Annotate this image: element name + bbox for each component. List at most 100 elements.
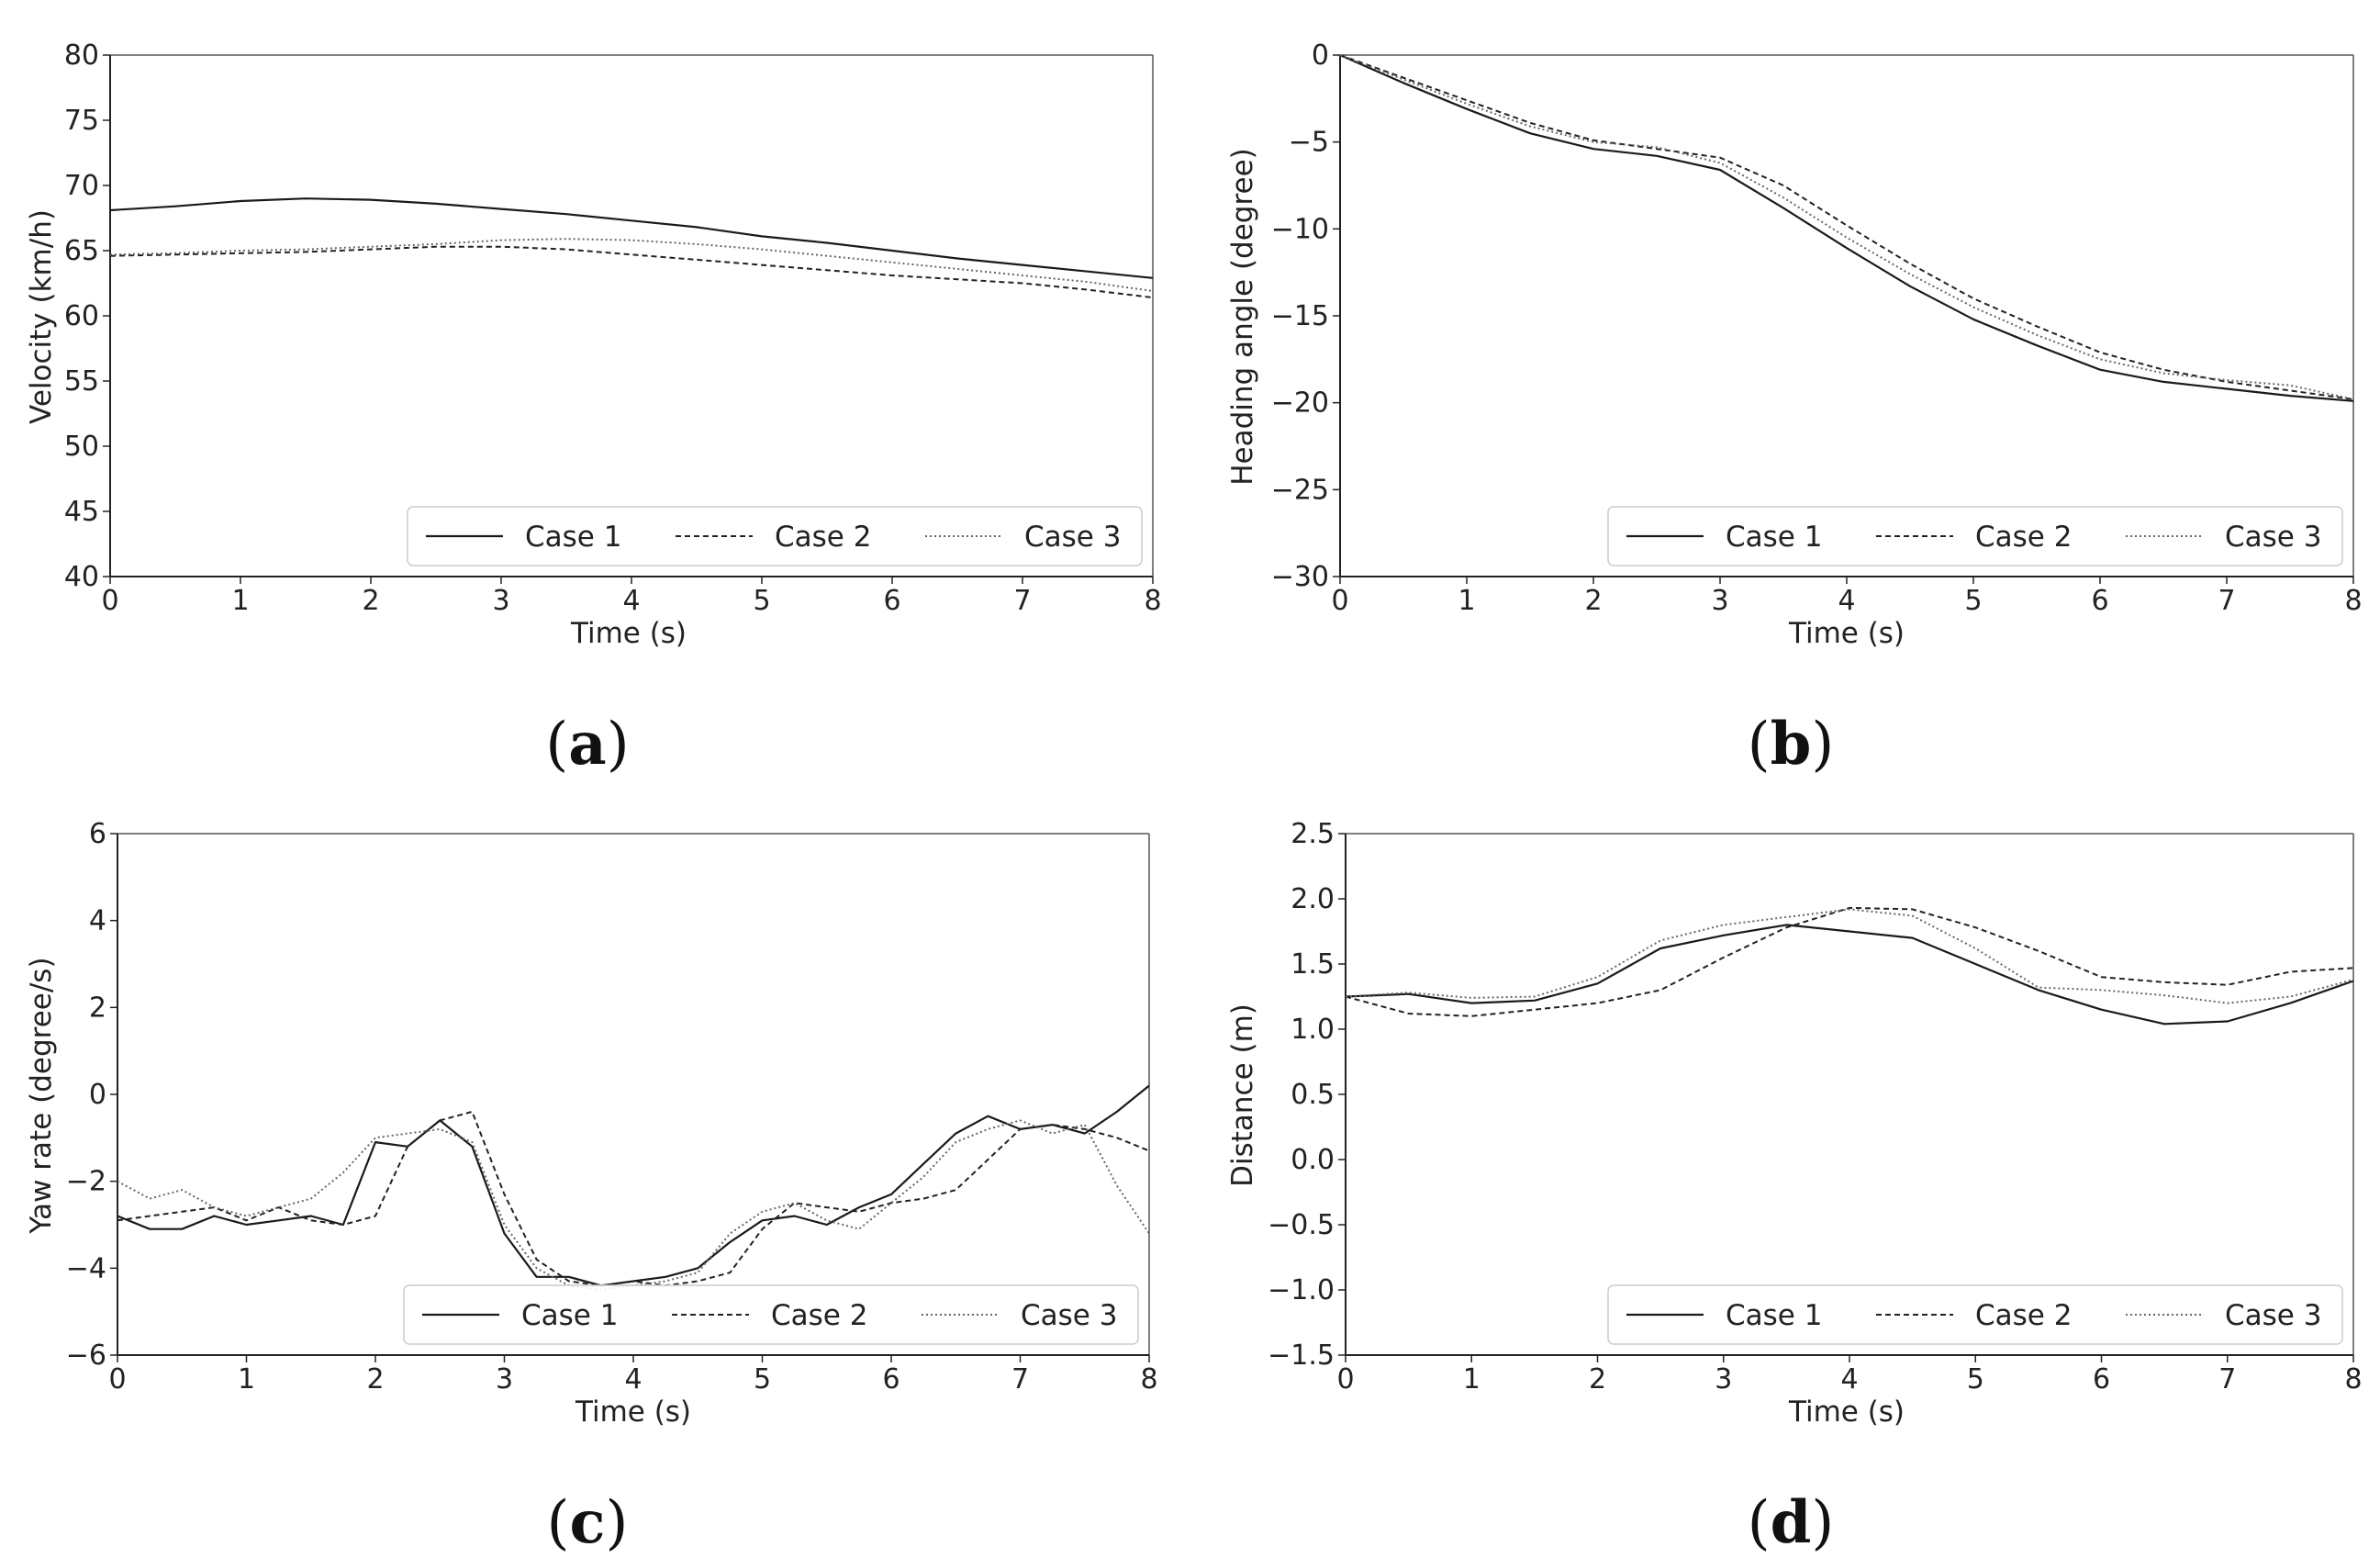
x-tick-label: 4 — [1838, 585, 1855, 617]
x-tick-label: 0 — [1336, 1363, 1354, 1395]
x-tick-label: 8 — [2344, 585, 2362, 617]
series-layer — [1339, 53, 2354, 402]
x-tick-label: 3 — [496, 1363, 513, 1395]
x-tick-label: 1 — [1458, 585, 1475, 617]
plot-frame — [109, 54, 1154, 577]
x-tick-label: 4 — [624, 1363, 642, 1395]
y-tick-label: 65 — [64, 235, 99, 267]
y-tick-label: 45 — [64, 496, 99, 528]
legend-label-case-2: Case 2 — [771, 1299, 867, 1332]
y-ticks: 0 −5 −10 −15 −20 −25 −30 — [1271, 39, 1340, 593]
series-line-case-1 — [117, 1084, 1150, 1287]
x-tick-label: 3 — [1715, 1363, 1732, 1395]
y-tick-label: −30 — [1271, 561, 1329, 593]
x-ticks: 0 1 2 3 4 5 6 7 8 — [101, 577, 1162, 617]
series-line-case-2 — [109, 245, 1154, 299]
y-tick-label: −10 — [1271, 213, 1329, 245]
series-line-case-2 — [117, 1110, 1150, 1287]
caption-letter: a — [568, 710, 606, 779]
heading-angle-chart: 0 1 2 3 4 5 6 7 8 0 −5 −10 −15 −20 −25 −30 Time (s) He… — [1226, 39, 2363, 779]
plot-frame — [1345, 833, 2354, 1356]
x-tick-label: 7 — [1013, 585, 1031, 617]
legend-label-case-1: Case 1 — [1726, 521, 1822, 554]
y-ticks: −1.5 −1.0 −0.5 0.0 0.5 1.0 1.5 2.0 2.5 — [1268, 818, 1346, 1372]
y-tick-label: −1.5 — [1268, 1339, 1335, 1372]
x-tick-label: 2 — [362, 585, 379, 617]
x-tick-label: 0 — [101, 585, 118, 617]
series-line-case-3 — [1345, 908, 2354, 1004]
legend-label-case-3: Case 3 — [1021, 1299, 1117, 1332]
x-tick-label: 4 — [622, 585, 640, 617]
x-tick-label: 6 — [2093, 1363, 2110, 1395]
y-tick-label: −25 — [1271, 474, 1329, 506]
y-tick-label: 2.5 — [1291, 818, 1335, 850]
y-tick-label: 55 — [64, 365, 99, 398]
x-tick-label: 8 — [1144, 585, 1161, 617]
y-tick-label: −0.5 — [1268, 1209, 1335, 1241]
y-tick-label: −5 — [1289, 127, 1329, 159]
x-ticks: 0 1 2 3 4 5 6 7 8 — [1331, 577, 2363, 617]
x-tick-label: 2 — [1584, 585, 1602, 617]
yaw-rate-chart: 0 1 2 3 4 5 6 7 8 −6 −4 −2 0 2 4 6 Time (s) Yaw rate (… — [25, 818, 1158, 1557]
panel-caption: (d) — [1748, 1488, 1835, 1557]
legend-box — [1607, 506, 2343, 566]
y-tick-label: 75 — [64, 105, 99, 137]
x-tick-label: 1 — [231, 585, 249, 617]
y-tick-label: −20 — [1271, 387, 1329, 420]
legend-label-case-3: Case 3 — [1024, 521, 1121, 554]
x-tick-label: 7 — [2218, 1363, 2236, 1395]
x-axis-label: Time (s) — [570, 617, 687, 650]
x-ticks: 0 1 2 3 4 5 6 7 8 — [108, 1355, 1158, 1395]
y-ticks: 40 45 50 55 60 65 70 75 80 — [64, 39, 110, 593]
y-axis-label: Velocity (km/h) — [25, 209, 58, 424]
plot-frame — [117, 833, 1150, 1356]
x-axis-label: Time (s) — [1788, 1395, 1905, 1429]
series-line-case-2 — [1345, 906, 2354, 1017]
legend-label-case-3: Case 3 — [2225, 521, 2321, 554]
y-tick-label: −15 — [1271, 300, 1329, 332]
x-tick-label: 7 — [2218, 585, 2235, 617]
plot-frame — [1339, 54, 2354, 577]
y-tick-label: −1.0 — [1268, 1274, 1335, 1306]
panel-caption: (c) — [547, 1488, 629, 1557]
y-tick-label: 50 — [64, 431, 99, 463]
caption-letter: c — [570, 1488, 606, 1557]
x-tick-label: 2 — [1589, 1363, 1606, 1395]
caption-letter: d — [1771, 1488, 1812, 1557]
y-tick-label: 0 — [1312, 39, 1329, 72]
x-axis-label: Time (s) — [575, 1395, 691, 1429]
caption-letter: b — [1771, 710, 1812, 779]
y-tick-label: 0.5 — [1291, 1079, 1335, 1111]
x-tick-label: 6 — [2091, 585, 2108, 617]
x-tick-label: 4 — [1840, 1363, 1858, 1395]
legend-label-case-2: Case 2 — [1975, 521, 2072, 554]
legend-box — [407, 506, 1143, 566]
series-line-case-2 — [1339, 54, 2354, 400]
legend: Case 1 Case 2 Case 3 — [407, 506, 1143, 566]
legend-label-case-1: Case 1 — [1726, 1299, 1822, 1332]
x-tick-label: 5 — [753, 585, 770, 617]
y-tick-label: −2 — [66, 1166, 106, 1198]
legend: Case 1 Case 2 Case 3 — [403, 1284, 1139, 1345]
y-tick-label: 70 — [64, 170, 99, 202]
y-tick-label: −6 — [66, 1339, 106, 1372]
x-tick-label: 3 — [492, 585, 509, 617]
y-tick-label: 2 — [89, 992, 106, 1024]
x-axis-label: Time (s) — [1788, 617, 1905, 650]
series-line-case-3 — [117, 1119, 1150, 1291]
y-tick-label: 6 — [89, 818, 106, 850]
y-tick-label: 0 — [89, 1079, 106, 1111]
panel-caption: (a) — [545, 710, 629, 779]
legend-box — [1607, 1284, 2343, 1345]
x-tick-label: 8 — [2344, 1363, 2362, 1395]
x-tick-label: 7 — [1011, 1363, 1029, 1395]
x-tick-label: 0 — [1331, 585, 1348, 617]
legend-box — [403, 1284, 1139, 1345]
series-layer — [109, 197, 1154, 299]
panel-caption: (b) — [1748, 710, 1835, 779]
legend-label-case-1: Case 1 — [521, 1299, 618, 1332]
y-tick-label: 1.5 — [1291, 948, 1335, 981]
y-tick-label: 1.0 — [1291, 1014, 1335, 1046]
x-tick-label: 8 — [1140, 1363, 1157, 1395]
